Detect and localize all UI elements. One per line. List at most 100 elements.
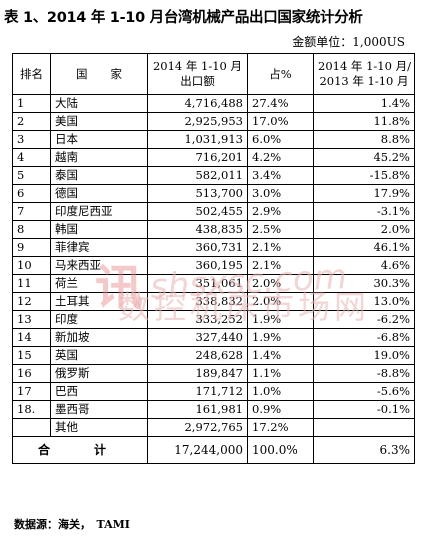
header-amount-line2: 出口额 xyxy=(180,74,215,88)
table-row: 18. 墨西哥 161,981 0.9% -0.1% xyxy=(12,400,415,419)
country-cell: 德国 xyxy=(50,184,148,203)
rank-cell: 9 xyxy=(12,238,51,257)
yoy-cell: 11.8% xyxy=(313,112,415,131)
amount-cell: 582,011 xyxy=(147,166,248,185)
country-cell: 马来西亚 xyxy=(50,256,148,275)
amount-cell: 327,440 xyxy=(147,328,248,347)
share-cell: 0.9% xyxy=(247,400,314,419)
country-cell: 越南 xyxy=(50,148,148,167)
export-table: 排名 国 家 2014 年 1-10 月 出口额 占% 2014 年 1-10 … xyxy=(12,53,415,464)
yoy-cell: 1.4% xyxy=(313,94,415,113)
rank-cell: 12 xyxy=(12,292,51,311)
amount-cell: 248,628 xyxy=(147,346,248,365)
share-cell: 2.1% xyxy=(247,238,314,257)
amount-cell: 438,835 xyxy=(147,220,248,239)
table-row: 6 德国 513,700 3.0% 17.9% xyxy=(12,184,415,203)
unit-label: 金额单位：1,000US xyxy=(292,35,405,49)
country-cell: 巴西 xyxy=(50,382,148,401)
yoy-cell xyxy=(313,418,415,437)
amount-cell: 189,847 xyxy=(147,364,248,383)
amount-cell: 513,700 xyxy=(147,184,248,203)
table-row: 16 俄罗斯 189,847 1.1% -8.8% xyxy=(12,364,415,383)
yoy-cell: -6.8% xyxy=(313,328,415,347)
total-label: 合 计 xyxy=(12,436,148,464)
table-body: 1 大陆 4,716,488 27.4% 1.4% 2 美国 2,925,953 17.0% 11… xyxy=(12,94,415,437)
yoy-cell: 19.0% xyxy=(313,346,415,365)
table-row: 7 印度尼西亚 502,455 2.9% -3.1% xyxy=(12,202,415,221)
amount-cell: 360,731 xyxy=(147,238,248,257)
amount-cell: 4,716,488 xyxy=(147,94,248,113)
rank-cell: 15 xyxy=(12,346,51,365)
rank-cell: 2 xyxy=(12,112,51,131)
country-cell: 菲律宾 xyxy=(50,238,148,257)
table-row: 1 大陆 4,716,488 27.4% 1.4% xyxy=(12,94,415,113)
rank-cell: 3 xyxy=(12,130,51,149)
yoy-cell: -8.8% xyxy=(313,364,415,383)
amount-cell: 1,031,913 xyxy=(147,130,248,149)
rank-cell: 7 xyxy=(12,202,51,221)
share-cell: 2.0% xyxy=(247,292,314,311)
share-cell: 2.0% xyxy=(247,274,314,293)
share-cell: 1.9% xyxy=(247,328,314,347)
header-amount-line1: 2014 年 1-10 月 xyxy=(152,59,243,73)
rank-cell: 16 xyxy=(12,364,51,383)
page-title: 表 1、2014 年 1-10 月台湾机械产品出口国家统计分析 xyxy=(4,10,363,26)
yoy-cell: 8.8% xyxy=(313,130,415,149)
country-cell: 其他 xyxy=(50,418,148,437)
yoy-cell: -5.6% xyxy=(313,382,415,401)
total-amount: 17,244,000 xyxy=(147,436,248,464)
table-row: 3 日本 1,031,913 6.0% 8.8% xyxy=(12,130,415,149)
country-cell: 荷兰 xyxy=(50,274,148,293)
rank-cell: 10 xyxy=(12,256,51,275)
rank-cell: 8 xyxy=(12,220,51,239)
rank-cell: 4 xyxy=(12,148,51,167)
source-note: 数据源：海关， TAMI xyxy=(14,518,130,531)
country-cell: 新加坡 xyxy=(50,328,148,347)
country-cell: 韩国 xyxy=(50,220,148,239)
amount-cell: 716,201 xyxy=(147,148,248,167)
header-yoy-line2: 2013 年 1-10 月 xyxy=(319,74,409,88)
yoy-cell: -6.2% xyxy=(313,310,415,329)
amount-cell: 338,832 xyxy=(147,292,248,311)
rank-cell xyxy=(12,418,51,437)
header-yoy: 2014 年 1-10 月/ 2013 年 1-10 月 xyxy=(313,53,415,95)
table-row: 9 菲律宾 360,731 2.1% 46.1% xyxy=(12,238,415,257)
share-cell: 2.9% xyxy=(247,202,314,221)
rank-cell: 17 xyxy=(12,382,51,401)
amount-cell: 360,195 xyxy=(147,256,248,275)
amount-cell: 2,925,953 xyxy=(147,112,248,131)
amount-cell: 2,972,765 xyxy=(147,418,248,437)
table-header-row: 排名 国 家 2014 年 1-10 月 出口额 占% 2014 年 1-10 … xyxy=(12,53,415,95)
share-cell: 3.0% xyxy=(247,184,314,203)
rank-cell: 1 xyxy=(12,94,51,113)
yoy-cell: 30.3% xyxy=(313,274,415,293)
amount-cell: 351,061 xyxy=(147,274,248,293)
table-row: 12 土耳其 338,832 2.0% 13.0% xyxy=(12,292,415,311)
rank-cell: 13 xyxy=(12,310,51,329)
header-share: 占% xyxy=(247,53,314,95)
share-cell: 1.4% xyxy=(247,346,314,365)
yoy-cell: -15.8% xyxy=(313,166,415,185)
country-cell: 英国 xyxy=(50,346,148,365)
table-row: 5 泰国 582,011 3.4% -15.8% xyxy=(12,166,415,185)
share-cell: 1.1% xyxy=(247,364,314,383)
rank-cell: 5 xyxy=(12,166,51,185)
header-rank: 排名 xyxy=(12,53,51,95)
share-cell: 27.4% xyxy=(247,94,314,113)
share-cell: 4.2% xyxy=(247,148,314,167)
rank-cell: 18. xyxy=(12,400,51,419)
country-cell: 美国 xyxy=(50,112,148,131)
total-share: 100.0% xyxy=(247,436,314,464)
yoy-cell: 4.6% xyxy=(313,256,415,275)
amount-cell: 502,455 xyxy=(147,202,248,221)
total-row: 合 计 17,244,000 100.0% 6.3% xyxy=(12,436,415,464)
country-cell: 土耳其 xyxy=(50,292,148,311)
country-cell: 墨西哥 xyxy=(50,400,148,419)
yoy-cell: -0.1% xyxy=(313,400,415,419)
share-cell: 2.1% xyxy=(247,256,314,275)
amount-cell: 333,252 xyxy=(147,310,248,329)
yoy-cell: 17.9% xyxy=(313,184,415,203)
share-cell: 1.9% xyxy=(247,310,314,329)
yoy-cell: 45.2% xyxy=(313,148,415,167)
share-cell: 17.0% xyxy=(247,112,314,131)
